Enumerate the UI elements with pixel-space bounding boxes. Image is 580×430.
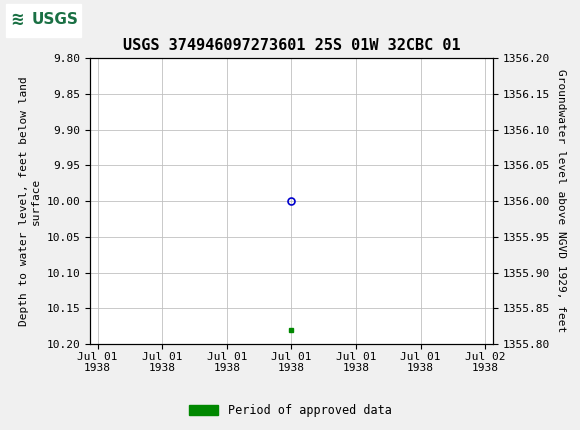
- Text: ≋: ≋: [12, 10, 23, 29]
- FancyBboxPatch shape: [6, 4, 81, 37]
- Title: USGS 374946097273601 25S 01W 32CBC 01: USGS 374946097273601 25S 01W 32CBC 01: [122, 38, 461, 53]
- Text: USGS: USGS: [32, 12, 79, 27]
- Legend: Period of approved data: Period of approved data: [184, 399, 396, 422]
- Y-axis label: Groundwater level above NGVD 1929, feet: Groundwater level above NGVD 1929, feet: [556, 69, 566, 333]
- Y-axis label: Depth to water level, feet below land
surface: Depth to water level, feet below land su…: [19, 76, 41, 326]
